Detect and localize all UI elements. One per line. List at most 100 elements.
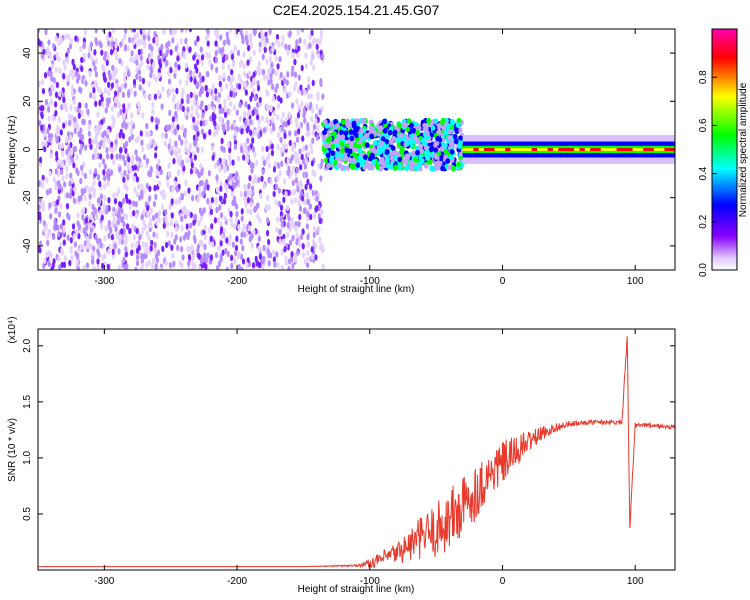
- spectrogram-cell: [215, 33, 219, 40]
- spectrogram-cell: [173, 67, 178, 75]
- spectrogram-cell: [183, 111, 188, 118]
- spectrogram-cell: [215, 186, 220, 194]
- spectrogram-cell: [272, 256, 276, 263]
- spectrogram-cell: [118, 166, 122, 173]
- spectrogram-cell: [234, 217, 239, 224]
- spectrogram-cell: [172, 260, 176, 267]
- spectrogram-cell: [192, 228, 197, 236]
- spectrogram-cell: [200, 54, 205, 61]
- spectrogram-cell: [79, 194, 83, 202]
- spectrogram-cell: [643, 148, 650, 151]
- spectrogram-cell: [93, 65, 97, 72]
- spectrogram-cell: [297, 240, 302, 248]
- spectrogram-x-tick-label: 0: [500, 276, 506, 287]
- spectrogram-cell: [235, 179, 239, 186]
- spectrogram-cell: [235, 210, 239, 218]
- spectrogram-cell: [114, 37, 118, 45]
- spectrogram-cell: [119, 201, 123, 209]
- spectrogram-cell: [110, 153, 114, 160]
- spectrogram-cell: [98, 161, 102, 169]
- spectrogram-cell: [176, 55, 180, 62]
- spectrogram-cell: [252, 87, 256, 95]
- spectrogram-cell: [266, 68, 271, 75]
- spectrogram-cell: [170, 231, 174, 238]
- spectrogram-cell: [80, 143, 84, 150]
- spectrogram-cell: [265, 229, 270, 237]
- spectrogram-cell: [325, 152, 331, 159]
- spectrogram-cell: [272, 110, 277, 117]
- snr-y-tick-label: 1.0: [22, 451, 33, 465]
- spectrogram-cell: [244, 143, 248, 150]
- spectrogram-cell: [254, 255, 258, 263]
- spectrogram-cell: [267, 176, 271, 184]
- spectrogram-cell: [80, 243, 84, 250]
- spectrogram-cell: [184, 208, 188, 216]
- spectrogram-cell: [433, 147, 439, 153]
- spectrogram-cell: [54, 66, 58, 73]
- spectrogram-cell: [378, 125, 384, 131]
- spectrogram-cell: [130, 50, 134, 57]
- spectrogram-cell: [340, 134, 346, 140]
- spectrogram-cell: [423, 144, 429, 151]
- spectrogram-cell: [248, 118, 253, 126]
- spectrogram-cell: [191, 254, 195, 262]
- spectrogram-cell: [249, 56, 253, 63]
- spectrogram-cell: [111, 114, 115, 122]
- spectrogram-cell: [205, 91, 209, 98]
- spectrogram-cell: [124, 237, 128, 244]
- spectrogram-cell: [41, 205, 46, 212]
- spectrogram-cell: [291, 262, 295, 270]
- spectrogram-cell: [515, 148, 522, 151]
- colorbar-gradient: [711, 28, 738, 271]
- spectrogram-cell: [295, 166, 300, 174]
- spectrogram-cell: [38, 196, 42, 204]
- spectrogram-cell: [282, 77, 287, 84]
- spectrogram-cell: [70, 254, 74, 262]
- spectrogram-cell: [231, 159, 235, 166]
- spectrogram-cell: [260, 115, 265, 122]
- spectrogram-cell: [69, 172, 73, 179]
- spectrogram-cell: [125, 107, 129, 115]
- spectrogram-cell: [253, 205, 258, 213]
- spectrogram-cell: [306, 249, 310, 257]
- spectrogram-cell: [293, 252, 298, 260]
- spectrogram-cell: [301, 228, 305, 235]
- spectrogram-cell: [286, 169, 291, 177]
- spectrogram-cell: [303, 163, 308, 170]
- spectrogram-cell: [123, 76, 127, 83]
- spectrogram-cell: [306, 211, 310, 218]
- spectrogram-cell: [239, 253, 244, 261]
- spectrogram-cell: [280, 40, 284, 48]
- spectrogram-cell: [249, 129, 253, 136]
- spectrogram-cell: [182, 234, 187, 241]
- spectrogram-cell: [312, 231, 316, 239]
- spectrogram-cell: [135, 190, 139, 198]
- spectrogram-cell: [264, 205, 269, 212]
- snr-marks: [38, 336, 675, 569]
- spectrogram-cell: [225, 31, 229, 38]
- spectrogram-cell: [200, 85, 204, 93]
- spectrogram-cell: [73, 145, 78, 153]
- spectrogram-cell: [132, 38, 136, 46]
- spectrogram-cell: [60, 168, 64, 175]
- spectrogram-cell: [59, 129, 63, 136]
- spectrogram-cell: [141, 112, 145, 119]
- spectrogram-cell: [290, 217, 294, 224]
- spectrogram-cell: [175, 150, 179, 158]
- spectrogram-cell: [213, 217, 218, 224]
- spectrogram-cell: [124, 251, 128, 258]
- spectrogram-cell: [114, 42, 118, 49]
- spectrogram-cell: [242, 51, 246, 58]
- spectrogram-cell: [287, 119, 291, 126]
- spectrogram-cell: [182, 46, 186, 53]
- spectrogram-cell: [69, 69, 73, 76]
- spectrogram-cell: [360, 118, 366, 125]
- spectrogram-cell: [273, 261, 277, 268]
- spectrogram-cell: [258, 217, 262, 224]
- spectrogram-cell: [62, 219, 66, 226]
- spectrogram-cell: [279, 117, 284, 125]
- spectrogram-cell: [221, 249, 225, 256]
- spectrogram-cell: [155, 169, 159, 177]
- spectrogram-cell: [223, 111, 228, 119]
